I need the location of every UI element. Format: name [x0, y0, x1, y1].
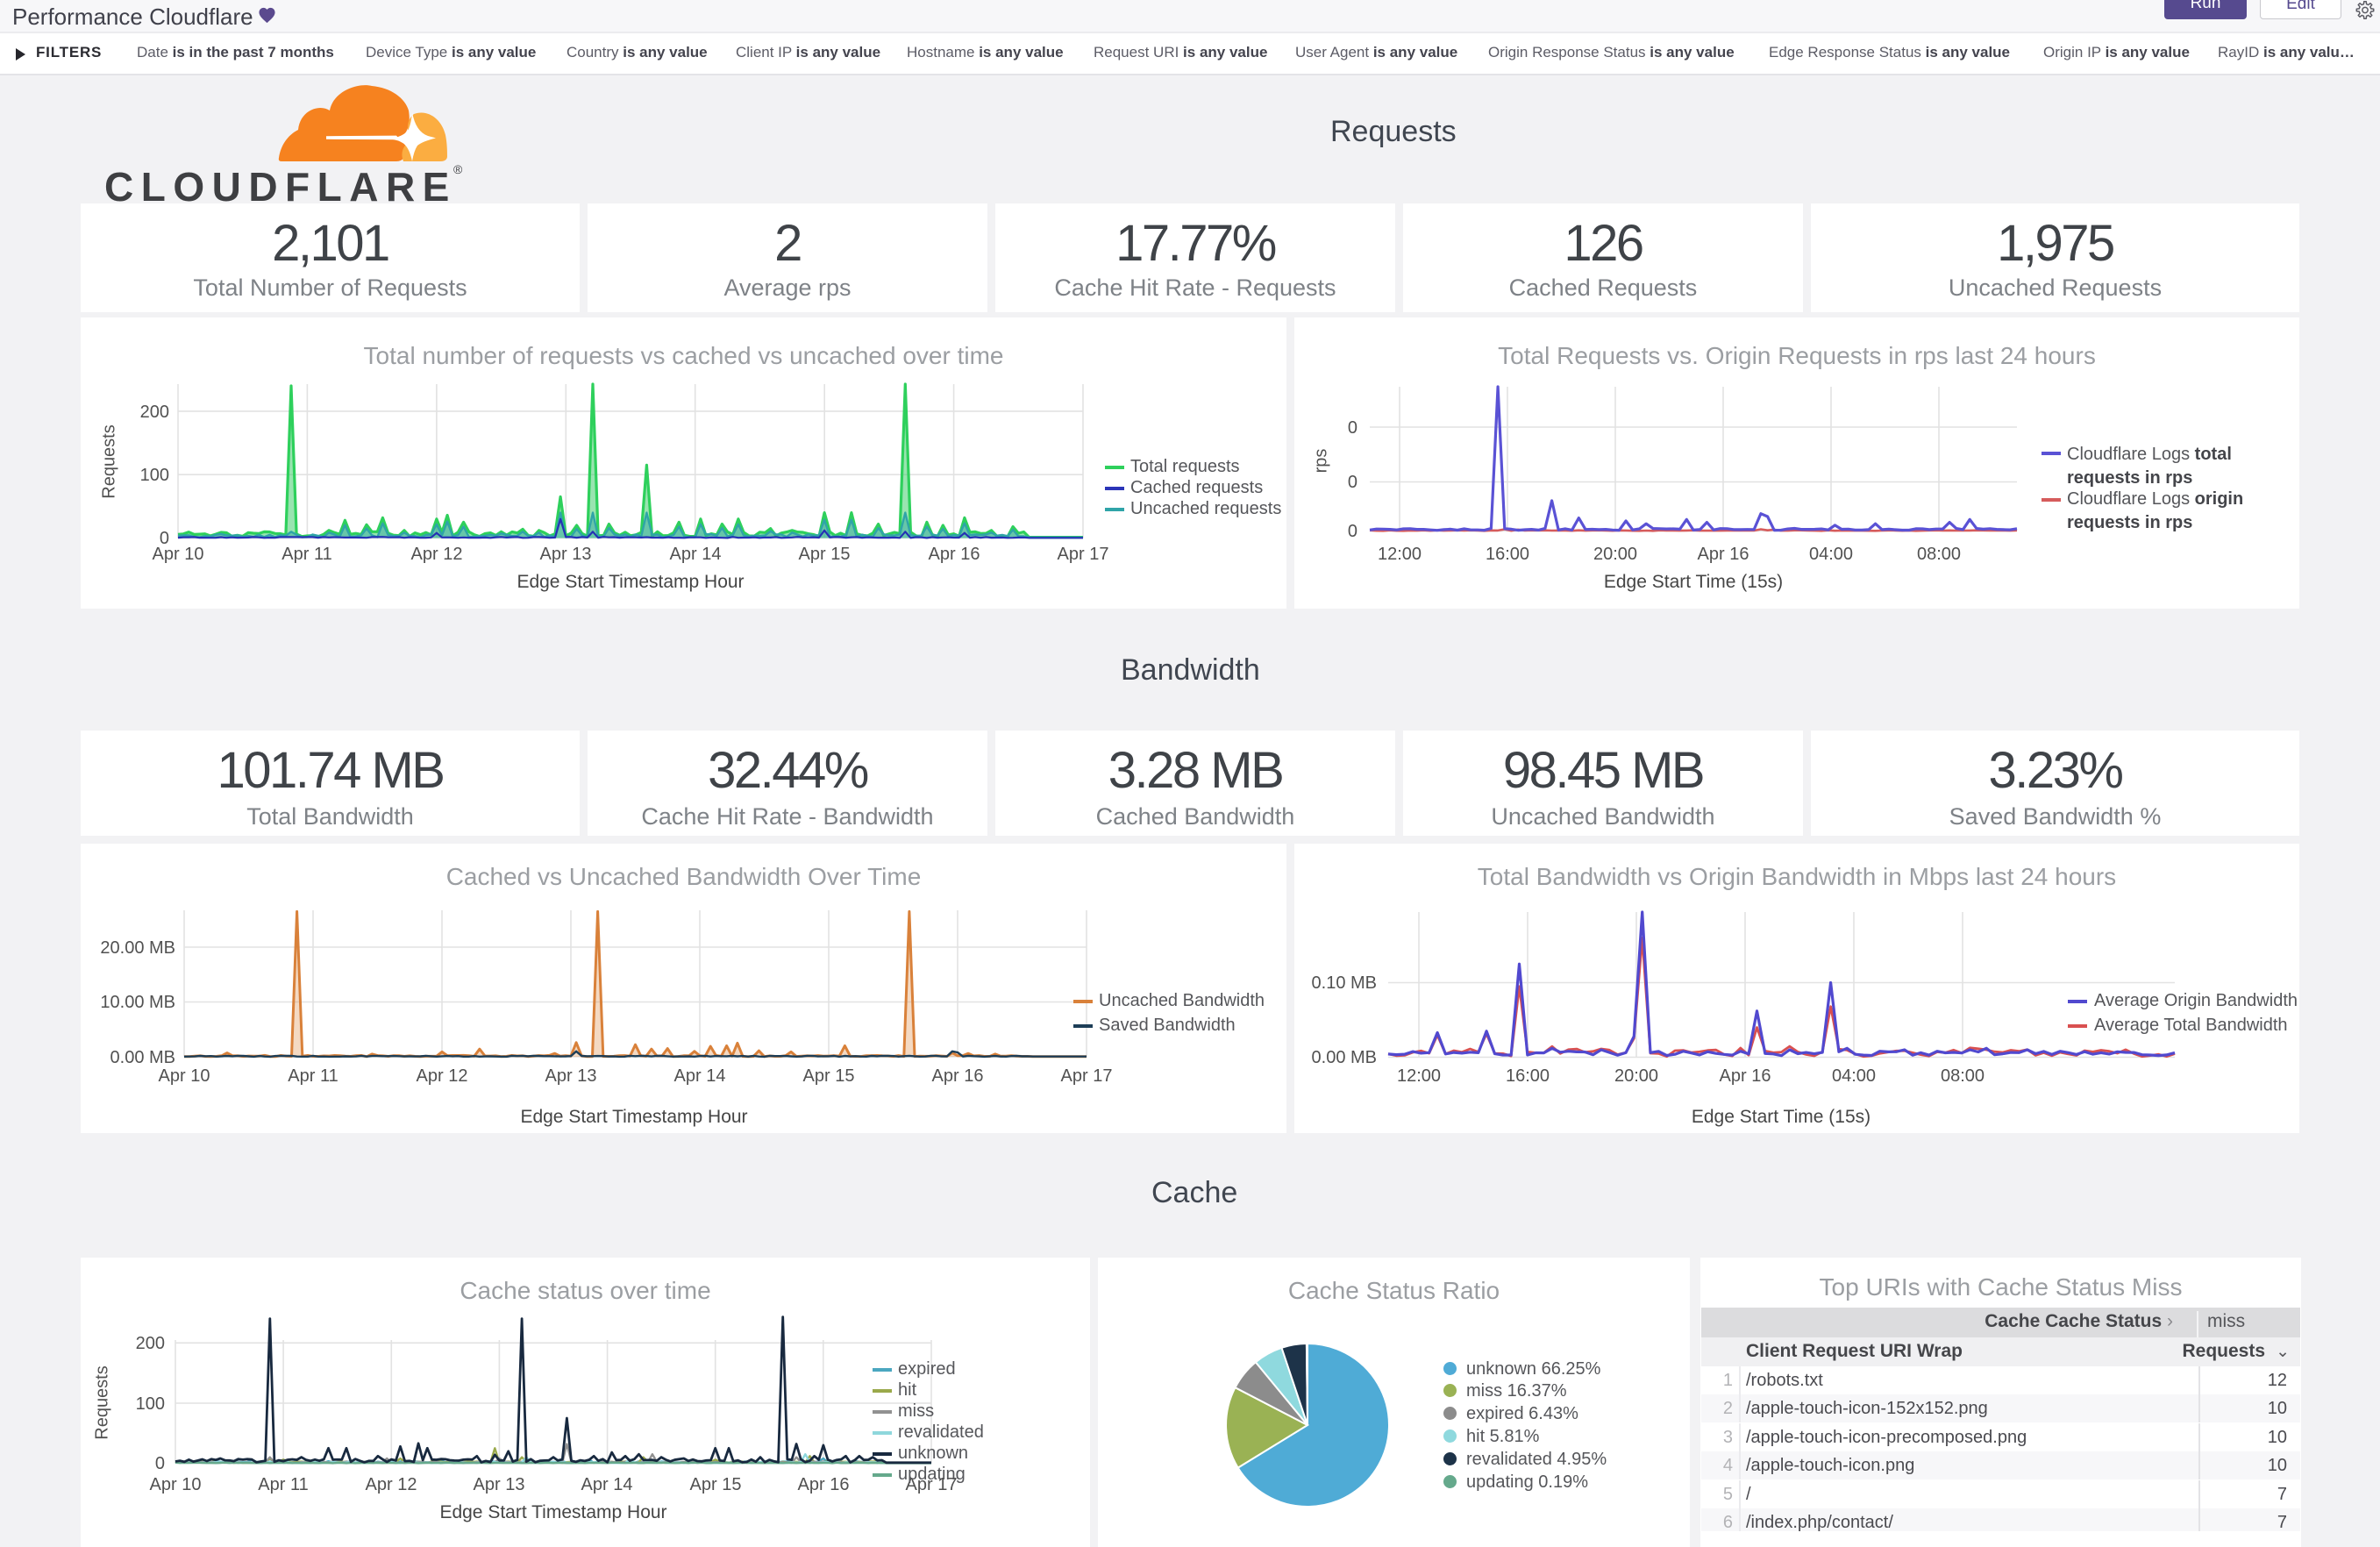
svg-text:®: ®: [453, 162, 463, 176]
svg-text:CLOUDFLARE: CLOUDFLARE: [104, 164, 457, 210]
